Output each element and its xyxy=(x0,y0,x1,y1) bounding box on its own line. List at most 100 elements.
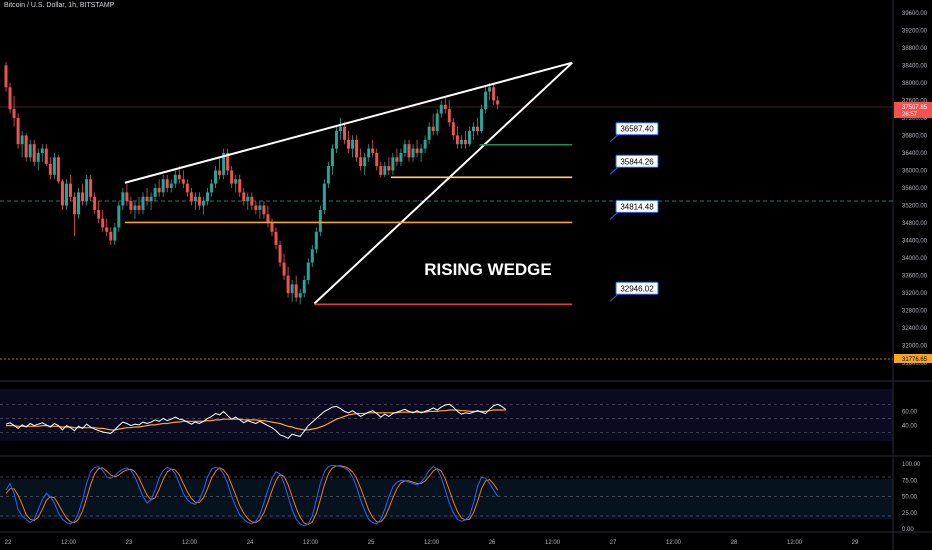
level-callout-pointer xyxy=(609,293,619,302)
candle-body xyxy=(488,87,492,92)
candle-body xyxy=(431,126,435,132)
level-callout-box xyxy=(615,154,659,168)
candle-body xyxy=(169,183,173,188)
candle-body xyxy=(201,201,205,206)
candle-body xyxy=(133,205,137,210)
candle-body xyxy=(16,117,20,145)
time-tick-label: 29 xyxy=(852,540,859,546)
time-tick-label: 27 xyxy=(610,540,617,546)
candle-body xyxy=(81,192,85,202)
candle-body xyxy=(234,179,238,184)
time-tick-label: 22 xyxy=(5,540,12,546)
stoch-band-fill xyxy=(0,479,893,519)
candle-body xyxy=(85,179,89,202)
rsi-tick-label: 60.00 xyxy=(902,409,918,415)
price-tick-label: 36400.00 xyxy=(902,151,928,157)
candle-body xyxy=(318,209,322,232)
candle-body xyxy=(60,181,64,206)
candle-body xyxy=(113,227,117,241)
candle-body xyxy=(286,275,290,294)
candle-body xyxy=(439,104,443,114)
candle-body xyxy=(298,293,302,298)
candle-body xyxy=(383,166,387,175)
candle-body xyxy=(56,157,60,182)
symbol-title: Bitcoin / U.S. Dollar, 1h, BITSTAMP xyxy=(4,2,115,9)
candle-body xyxy=(210,183,214,193)
price-tick-label: 38400.00 xyxy=(902,63,928,69)
candle-body xyxy=(375,152,379,167)
stoch-tick-label: 75.00 xyxy=(902,478,918,484)
candle-body xyxy=(423,139,427,149)
candle-body xyxy=(32,144,36,162)
candle-body xyxy=(294,284,298,298)
rsi-band-fill xyxy=(0,389,893,441)
candle-body xyxy=(351,139,355,149)
price-tick-label: 37600.00 xyxy=(902,98,928,104)
candle-body xyxy=(117,205,121,228)
price-tick-label: 34000.00 xyxy=(902,256,928,262)
candle-body xyxy=(20,135,24,145)
price-tick-label: 31600.00 xyxy=(902,361,928,367)
price-tick-label: 33200.00 xyxy=(902,291,928,297)
price-tick-label: 34400.00 xyxy=(902,239,928,245)
candle-body xyxy=(149,196,153,202)
candle-body xyxy=(77,192,81,215)
candle-body xyxy=(161,179,165,193)
candle-body xyxy=(306,262,310,280)
candle-body xyxy=(274,231,278,245)
candle-body xyxy=(459,139,463,145)
candle-body xyxy=(262,205,266,215)
price-tick-label: 37200.00 xyxy=(902,116,928,122)
time-tick-label: 12:00 xyxy=(182,540,198,546)
time-tick-label: 12:00 xyxy=(545,540,561,546)
candle-body xyxy=(185,183,189,193)
candle-body xyxy=(496,100,500,105)
candle-body xyxy=(250,196,254,206)
candle-body xyxy=(137,205,141,210)
price-tick-label: 39600.00 xyxy=(902,11,928,17)
candle-body xyxy=(310,249,314,263)
candle-body xyxy=(363,157,367,167)
time-tick-label: 12:00 xyxy=(424,540,440,546)
time-tick-label: 12:00 xyxy=(61,540,77,546)
candle-body xyxy=(347,139,351,149)
candle-body xyxy=(447,109,451,123)
candle-body xyxy=(24,135,28,158)
rsi-tick-label: 40.00 xyxy=(902,424,918,430)
countdown-value: 26:57 xyxy=(902,112,918,118)
last-price-value: 37507.85 xyxy=(902,105,928,111)
stoch-tick-label: 0.00 xyxy=(902,527,914,533)
candle-body xyxy=(73,196,77,215)
candle-body xyxy=(226,152,230,171)
candle-body xyxy=(40,148,44,153)
candle-body xyxy=(64,183,68,206)
price-tick-label: 33600.00 xyxy=(902,274,928,280)
candle-body xyxy=(463,139,467,145)
candle-body xyxy=(157,188,161,193)
candle-body xyxy=(214,170,218,184)
candle-body xyxy=(480,109,484,132)
candle-body xyxy=(222,152,226,175)
candle-body xyxy=(165,179,169,188)
time-tick-label: 24 xyxy=(247,540,254,546)
candle-body xyxy=(435,113,439,132)
candle-body xyxy=(266,214,270,224)
candle-body xyxy=(443,104,447,110)
candle-body xyxy=(242,192,246,202)
level-callout-box xyxy=(615,122,659,136)
candle-body xyxy=(218,170,222,175)
candle-body xyxy=(105,227,109,232)
price-tick-label: 35600.00 xyxy=(902,186,928,192)
wedge-upper-line xyxy=(124,61,573,184)
candle-body xyxy=(484,91,488,110)
candle-body xyxy=(230,170,234,184)
level-callout-pointer xyxy=(609,166,619,175)
candle-body xyxy=(492,87,496,101)
candle-body xyxy=(89,179,93,197)
price-tick-label: 36800.00 xyxy=(902,133,928,139)
time-tick-label: 25 xyxy=(368,540,375,546)
candle-body xyxy=(343,126,347,140)
time-tick-label: 23 xyxy=(126,540,133,546)
candle-body xyxy=(153,188,157,197)
